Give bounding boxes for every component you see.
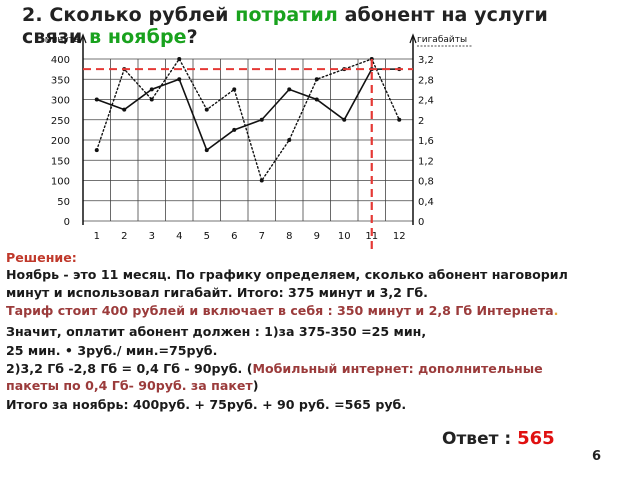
answer: Ответ : 565 [442,428,555,449]
minutes-point [94,97,99,102]
x-tick-label: 8 [286,231,292,242]
line6-calc: 2)3,2 Гб -2,8 Гб = 0,4 Гб - 90руб. ( [6,361,253,376]
y-left-tick-label: 0 [64,217,70,228]
title-highlight-november: в ноябре [89,26,187,48]
solution-line1: Ноябрь - это 11 месяц. По графику опреде… [6,267,568,282]
gigabytes-point [259,178,264,183]
y-left-tick-label: 400 [51,55,70,66]
gigabytes-point [314,77,319,82]
y-right-tick-label: 0,4 [418,197,434,208]
x-tick-label: 4 [176,231,182,242]
gigabytes-point [94,148,99,153]
y-left-tick-label: 100 [51,177,70,188]
title-part1: 2. Сколько рублей [22,4,236,26]
minutes-line [96,68,400,152]
solution-tariff: Тариф стоит 400 рублей и включает в себя… [6,302,558,319]
solution-line2: минут и использовал гигабайт. Итого: 375… [6,285,428,300]
y-right-tick-label: 3,2 [418,55,434,66]
gigabytes-line [96,57,400,183]
x-tick-label: 10 [338,231,351,242]
solution-line6: 2)3,2 Гб -2,8 Гб = 0,4 Гб - 90руб. (Моби… [6,360,543,377]
minutes-point [259,117,264,122]
gigabytes-point [149,97,154,102]
tariff-dot: . [553,303,559,318]
y-left-tick-label: 350 [51,75,70,86]
y-right-tick-label: 1,2 [418,156,434,167]
x-tick-label: 11 [365,231,378,242]
minutes-point [204,148,209,153]
x-tick-label: 12 [393,231,406,242]
x-tick-label: 1 [94,231,100,242]
left-axis-label: минуты [45,35,81,45]
y-right-tick-label: 2 [418,116,424,127]
tariff-text: Тариф стоит 400 рублей и включает в себя… [6,303,554,318]
usage-chart: минуты гигабайты0501001502002503003504000… [45,33,473,249]
right-axis-arrow [409,33,417,44]
answer-label: Ответ : [442,429,518,449]
gigabytes-point [177,57,182,61]
minutes-point [122,107,127,112]
line6-note: Мобильный интернет: дополнительные [252,361,543,376]
x-tick-label: 2 [121,231,127,242]
y-left-tick-label: 250 [51,116,70,127]
title-part4: ? [186,26,198,48]
minutes-point [314,97,319,102]
answer-value: 565 [517,428,555,449]
minutes-point [342,117,347,122]
page-number: 6 [592,449,602,464]
x-tick-label: 7 [259,231,265,242]
solution-line5: 25 мин. • 3руб./ мин.=75руб. [6,343,218,358]
y-right-tick-label: 1,6 [418,136,434,147]
x-tick-label: 9 [314,231,320,242]
solution-line4: Значит, оплатит абонент должен : 1)за 37… [6,324,427,339]
y-left-tick-label: 300 [51,96,70,107]
title-highlight-spent: потратил [235,4,338,26]
minutes-point [232,127,237,132]
gigabytes-point [232,87,237,92]
task-title: 2. Сколько рублей потратил абонент на ус… [22,4,637,48]
x-tick-label: 3 [149,231,155,242]
solution-line7: пакеты по 0,4 Гб- 90руб. за пакет) [6,377,259,394]
gigabytes-point [397,117,402,122]
y-right-tick-label: 0,8 [418,177,434,188]
line7-paren: ) [252,378,259,393]
y-right-tick-label: 2,8 [418,75,434,86]
y-right-tick-label: 0 [418,217,424,228]
minutes-point [149,87,154,92]
solution-total: Итого за ноябрь: 400руб. + 75руб. + 90 р… [6,397,407,412]
title-part2: абонент на услуги [337,4,548,26]
minutes-point [177,77,182,82]
solution-heading: Решение: [6,250,77,265]
gigabytes-point [204,107,209,112]
minutes-point [287,87,292,92]
y-left-tick-label: 50 [57,197,70,208]
gigabytes-point [287,138,292,142]
line7-note: пакеты по 0,4 Гб- 90руб. за пакет [6,378,253,393]
y-left-tick-label: 150 [51,156,70,167]
right-axis-label: гигабайты [417,35,467,45]
x-tick-label: 6 [231,231,237,242]
title-part3: связи [22,26,90,48]
left-axis-arrow [79,33,87,44]
x-tick-label: 5 [204,231,210,242]
y-right-tick-label: 2,4 [418,96,434,107]
y-left-tick-label: 200 [51,136,70,147]
